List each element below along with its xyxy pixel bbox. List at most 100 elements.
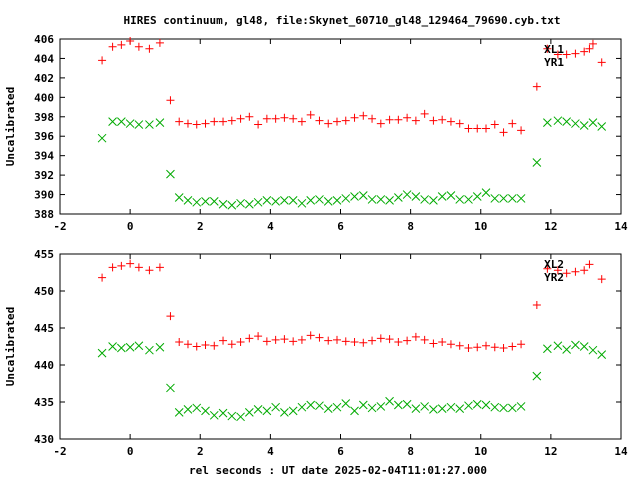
x-axis-label: rel seconds : UT date 2025-02-04T11:01:2… xyxy=(189,464,487,477)
chart-panels: -2 0 2 4 6 8 10 12 14388390392394396398400402404… xyxy=(4,33,628,458)
x-tick-label: 8 xyxy=(407,445,414,458)
data-point xyxy=(429,405,438,414)
data-point xyxy=(473,343,482,352)
data-point xyxy=(464,343,473,352)
data-point xyxy=(262,337,271,346)
data-point xyxy=(359,338,368,347)
data-point xyxy=(597,122,607,131)
data-point xyxy=(254,120,263,129)
data-point xyxy=(166,312,175,321)
data-point xyxy=(280,196,289,205)
data-point xyxy=(403,336,412,345)
data-point xyxy=(543,118,552,127)
data-point xyxy=(280,113,289,122)
data-point xyxy=(446,340,455,349)
data-point xyxy=(306,400,316,410)
data-point xyxy=(145,44,154,53)
data-point xyxy=(393,193,403,202)
plot-frame xyxy=(59,38,622,215)
y-tick-label: 394 xyxy=(34,150,54,163)
data-point xyxy=(262,196,272,205)
data-point xyxy=(368,114,377,123)
data-point xyxy=(117,117,126,126)
x-tick-label: 12 xyxy=(544,220,557,233)
data-point xyxy=(532,82,541,91)
data-point xyxy=(108,263,117,272)
y-tick-label: 404 xyxy=(34,52,54,65)
legend-label: XL2 xyxy=(544,258,564,271)
y-tick-label: 455 xyxy=(34,248,54,261)
data-point xyxy=(438,338,447,347)
data-point xyxy=(516,402,526,411)
x-tick-label: 10 xyxy=(474,445,487,458)
data-point xyxy=(481,400,491,410)
data-point xyxy=(108,42,117,51)
data-point xyxy=(315,195,324,204)
x-tick-label: 10 xyxy=(474,220,487,233)
data-point xyxy=(218,199,228,209)
y-axis-label: Uncalibrated xyxy=(4,87,17,166)
data-point xyxy=(306,331,315,340)
series-YR1 xyxy=(97,116,607,210)
data-point xyxy=(244,199,254,209)
x-tick-label: 14 xyxy=(614,445,628,458)
data-point xyxy=(227,411,237,421)
data-point xyxy=(332,335,341,344)
data-point xyxy=(402,399,412,409)
data-point xyxy=(210,117,219,126)
data-point xyxy=(411,404,421,414)
data-point xyxy=(385,196,394,205)
data-point xyxy=(288,196,298,205)
data-point xyxy=(289,114,298,123)
data-point xyxy=(394,338,403,347)
x-tick-label: 2 xyxy=(197,445,204,458)
data-point xyxy=(597,275,606,284)
data-point xyxy=(332,196,342,205)
data-point xyxy=(254,332,263,341)
data-point xyxy=(323,197,333,206)
data-point xyxy=(532,158,542,167)
data-point xyxy=(571,340,580,350)
data-point xyxy=(209,410,219,420)
data-point xyxy=(464,401,473,411)
data-point xyxy=(125,119,135,128)
data-point xyxy=(420,109,429,118)
data-point xyxy=(437,192,447,201)
data-point xyxy=(532,371,542,381)
data-point xyxy=(517,126,526,135)
data-point xyxy=(473,124,482,133)
data-point xyxy=(597,350,607,359)
data-point xyxy=(155,38,164,47)
data-point xyxy=(367,403,377,413)
data-point xyxy=(429,339,438,348)
data-point xyxy=(227,116,236,125)
chart-panel-1: -2 0 2 4 6 8 10 12 14 388 390 392 394 396 398 400 402 404… xyxy=(4,33,628,233)
data-point xyxy=(219,336,228,345)
data-point xyxy=(455,195,465,204)
data-point xyxy=(517,340,526,349)
data-point xyxy=(585,44,594,53)
data-point xyxy=(455,341,464,350)
data-point xyxy=(183,196,193,205)
data-point xyxy=(597,58,606,67)
data-point xyxy=(588,118,598,127)
data-point xyxy=(580,266,589,275)
data-point xyxy=(297,335,306,344)
data-point xyxy=(464,195,473,204)
data-point xyxy=(553,341,563,351)
data-point xyxy=(508,342,517,351)
data-point xyxy=(125,342,135,352)
data-point xyxy=(350,192,359,201)
data-point xyxy=(108,117,117,126)
x-tick-label: 0 xyxy=(127,445,134,458)
data-point xyxy=(175,117,184,126)
data-point xyxy=(411,192,421,201)
data-point xyxy=(183,405,193,414)
data-point xyxy=(585,260,594,269)
data-point xyxy=(166,169,175,179)
data-point xyxy=(341,399,351,408)
data-point xyxy=(562,117,572,126)
data-point xyxy=(201,119,210,128)
data-point xyxy=(411,332,420,341)
